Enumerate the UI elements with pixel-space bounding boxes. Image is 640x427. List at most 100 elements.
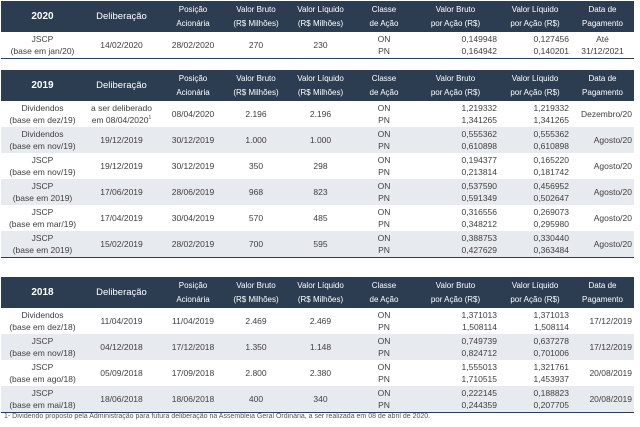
pagamento-cell: 20/08/2019 xyxy=(571,360,634,386)
valor-liquido-header: Valor Líquido (R$ Milhões) xyxy=(297,280,344,304)
bruto-acao-header: Valor Bruto por Ação (R$) xyxy=(430,280,481,304)
posicao-cell: 30/04/2019 xyxy=(159,205,227,231)
valor-bruto-cell: 700 xyxy=(227,231,285,257)
deliberacao-cell: 17/06/2019 xyxy=(84,179,159,205)
classe-cell: ON PN xyxy=(356,153,412,179)
valor-liquido-cell: 298 xyxy=(285,153,356,179)
table-row: JSCP (base em mai/18) 18/06/2018 18/06/2018… xyxy=(1,386,634,412)
liquido-acao-header: Valor Líquido por Ação (R$) xyxy=(510,73,560,97)
provento-type: Dividendos (base em nov/19) xyxy=(1,127,84,153)
table-header: 2018 Deliberação Posição Acionária Valor … xyxy=(1,277,634,308)
valor-bruto-cell: 1.000 xyxy=(227,127,285,153)
deliberacao-cell: 05/09/2018 xyxy=(84,360,159,386)
liquido-acao-cell: 0,165220 0,181742 xyxy=(499,153,571,179)
valor-liquido-cell: 595 xyxy=(285,231,356,257)
liquido-acao-cell: 0,188823 0,207705 xyxy=(499,386,571,412)
classe-cell: ON PN xyxy=(356,386,412,412)
pagamento-cell: 17/12/2019 xyxy=(571,308,634,334)
posicao-cell: 30/12/2019 xyxy=(159,153,227,179)
deliberacao-cell: 17/04/2019 xyxy=(84,205,159,231)
liquido-acao-cell: 1,219332 1,341265 xyxy=(499,101,571,127)
valor-liquido-cell: 2.380 xyxy=(285,360,356,386)
valor-liquido-cell: 1.148 xyxy=(285,334,356,360)
deliberacao-cell: 19/12/2019 xyxy=(84,127,159,153)
posicao-header: Posição Acionária xyxy=(176,73,210,97)
posicao-cell: 18/06/2018 xyxy=(159,386,227,412)
posicao-header: Posição Acionária xyxy=(176,280,210,304)
valor-bruto-cell: 2.196 xyxy=(227,101,285,127)
bruto-acao-cell: 1,371013 1,508114 xyxy=(412,308,499,334)
valor-bruto-cell: 570 xyxy=(227,205,285,231)
deliberacao-cell: 11/04/2019 xyxy=(84,308,159,334)
valor-liquido-cell: 2.196 xyxy=(285,101,356,127)
year-header: 2020 xyxy=(31,10,54,22)
table-header: 2020 Deliberação Posição Acionária Valor … xyxy=(1,1,634,32)
liquido-acao-cell: 1,371013 1,508114 xyxy=(499,308,571,334)
valor-bruto-cell: 270 xyxy=(227,32,285,58)
provento-type: JSCP (base em 2019) xyxy=(1,179,84,205)
provento-type: Dividendos (base em dez/18) xyxy=(1,308,84,334)
pagamento-cell: Agosto/20 xyxy=(571,231,634,257)
table-row: JSCP (base em mar/19) 17/04/2019 30/04/2019… xyxy=(1,205,634,231)
provento-type: JSCP (base em nov/18) xyxy=(1,334,84,360)
provento-type: JSCP (base em ago/18) xyxy=(1,360,84,386)
posicao-cell: 28/02/2019 xyxy=(159,231,227,257)
liquido-acao-cell: 0,555362 0,610898 xyxy=(499,127,571,153)
pagamento-cell: 17/12/2019 xyxy=(571,334,634,360)
bruto-acao-cell: 0,537590 0,591349 xyxy=(412,179,499,205)
valor-liquido-header: Valor Líquido (R$ Milhões) xyxy=(297,4,344,28)
deliberacao-cell: 19/12/2019 xyxy=(84,153,159,179)
classe-cell: ON PN xyxy=(356,334,412,360)
bruto-acao-cell: 0,194377 0,213814 xyxy=(412,153,499,179)
table-row: JSCP (base em jan/20) 14/02/2020 28/02/2020… xyxy=(1,32,634,58)
valor-liquido-cell: 485 xyxy=(285,205,356,231)
table-row: JSCP (base em 2019) 15/02/2019 28/02/2019 70… xyxy=(1,231,634,257)
table-row: JSCP (base em nov/19) 19/12/2019 30/12/2019… xyxy=(1,153,634,179)
pagamento-cell: Agosto/20 xyxy=(571,127,634,153)
liquido-acao-cell: 1,321761 1,453937 xyxy=(499,360,571,386)
table-row: Dividendos (base em dez/18) 11/04/2019 11/0… xyxy=(1,308,634,334)
posicao-cell: 08/04/2020 xyxy=(159,101,227,127)
valor-bruto-cell: 1.350 xyxy=(227,334,285,360)
bruto-acao-cell: 0,222145 0,244359 xyxy=(412,386,499,412)
bruto-acao-header: Valor Bruto por Ação (R$) xyxy=(430,73,481,97)
liquido-acao-header: Valor Líquido por Ação (R$) xyxy=(510,4,560,28)
liquido-acao-cell: 0,127456 0,140201 xyxy=(499,32,571,58)
deliberacao-cell: 04/12/2018 xyxy=(84,334,159,360)
provento-type: JSCP (base em nov/19) xyxy=(1,153,84,179)
pagamento-cell: 20/08/2019 xyxy=(571,386,634,412)
table-row: Dividendos (base em dez/19) a ser delibera… xyxy=(1,101,634,127)
bruto-acao-cell: 0,316556 0,348212 xyxy=(412,205,499,231)
bruto-acao-cell: 1,219332 1,341265 xyxy=(412,101,499,127)
classe-cell: ON PN xyxy=(356,308,412,334)
deliberacao-cell: 18/06/2018 xyxy=(84,386,159,412)
provento-type: Dividendos (base em dez/19) xyxy=(1,101,84,127)
posicao-header: Posição Acionária xyxy=(176,4,210,28)
pagamento-cell: Agosto/20 xyxy=(571,205,634,231)
liquido-acao-cell: 0,330440 0,363484 xyxy=(499,231,571,257)
dividend-table-2020: 2020 Deliberação Posição Acionária Valor … xyxy=(1,1,634,59)
provento-type: JSCP (base em mar/19) xyxy=(1,205,84,231)
valor-bruto-cell: 2.800 xyxy=(227,360,285,386)
bruto-acao-cell: 0,555362 0,610898 xyxy=(412,127,499,153)
posicao-cell: 17/12/2018 xyxy=(159,334,227,360)
valor-liquido-cell: 230 xyxy=(285,32,356,58)
liquido-acao-cell: 0,456952 0,502647 xyxy=(499,179,571,205)
pagamento-cell: Até 31/12/2021 xyxy=(571,32,634,58)
posicao-cell: 17/09/2018 xyxy=(159,360,227,386)
footnote-marker: 1 xyxy=(148,115,152,122)
bruto-acao-cell: 0,149948 0,164942 xyxy=(412,32,499,58)
provento-type: JSCP (base em 2019) xyxy=(1,231,84,257)
liquido-acao-cell: 0,269073 0,295980 xyxy=(499,205,571,231)
valor-liquido-cell: 1.000 xyxy=(285,127,356,153)
valor-bruto-header: Valor Bruto (R$ Milhões) xyxy=(233,4,279,28)
deliberacao-header: Deliberação xyxy=(96,286,147,298)
year-header: 2018 xyxy=(31,286,54,298)
valor-bruto-header: Valor Bruto (R$ Milhões) xyxy=(233,280,279,304)
year-header: 2019 xyxy=(31,79,54,91)
table-row: JSCP (base em ago/18) 05/09/2018 17/09/2018… xyxy=(1,360,634,386)
valor-liquido-cell: 823 xyxy=(285,179,356,205)
table-row: JSCP (base em nov/18) 04/12/2018 17/12/2018… xyxy=(1,334,634,360)
dividend-table-2019: 2019 Deliberação Posição Acionária Valor … xyxy=(1,70,634,258)
posicao-cell: 11/04/2019 xyxy=(159,308,227,334)
